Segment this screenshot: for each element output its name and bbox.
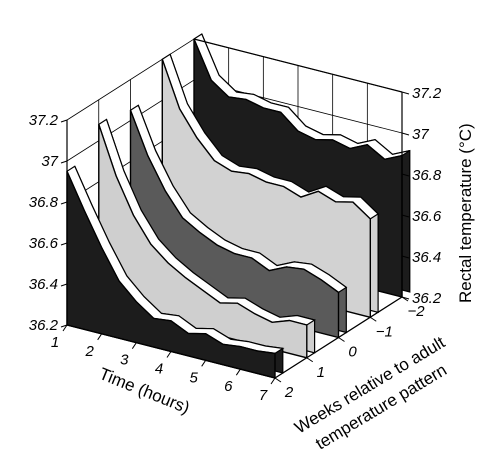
y-tick-label: 2 bbox=[284, 384, 294, 401]
z-tick-label-right: 36.6 bbox=[412, 208, 442, 225]
z-tick-label-left: 36.8 bbox=[29, 194, 59, 211]
ribbon-week-2 bbox=[66, 171, 276, 379]
ribbon-week-1 bbox=[98, 124, 308, 359]
x-tick-label: 3 bbox=[120, 352, 129, 369]
z-tick-label-right: 36.2 bbox=[412, 290, 442, 307]
z-tick-mark-left bbox=[60, 242, 68, 246]
x-tick-label: 4 bbox=[155, 361, 163, 378]
x-axis-title: Time (hours) bbox=[97, 364, 193, 417]
x-tick-mark bbox=[97, 333, 103, 341]
x-tick-label: 5 bbox=[189, 369, 198, 386]
y-tick-label: 1 bbox=[317, 364, 325, 381]
y-tick-mark bbox=[274, 377, 282, 383]
y-tick-mark bbox=[306, 357, 314, 363]
x-tick-mark bbox=[166, 351, 172, 358]
z-tick-label-right: 36.8 bbox=[412, 167, 442, 184]
z-tick-mark-left bbox=[60, 324, 68, 328]
x-tick-label: 6 bbox=[224, 378, 233, 395]
z-axis-title: Rectal temperature (°C) bbox=[456, 123, 475, 303]
ribbons bbox=[66, 33, 411, 379]
z-tick-label-right: 36.4 bbox=[412, 249, 441, 266]
x-tick-mark bbox=[62, 324, 68, 332]
z-tick-label-right: 37.2 bbox=[412, 85, 442, 102]
z-tick-mark-right bbox=[401, 91, 410, 95]
z-tick-label-left: 36.6 bbox=[29, 235, 59, 252]
z-tick-mark-right bbox=[401, 214, 410, 218]
z-tick-mark-left bbox=[60, 119, 68, 123]
z-tick-mark-left bbox=[60, 160, 68, 164]
z-tick-mark-right bbox=[401, 132, 410, 136]
x-tick-label: 7 bbox=[259, 387, 268, 404]
y-tick-mark bbox=[338, 337, 345, 342]
y-tick-label: −1 bbox=[376, 323, 393, 340]
y-tick-label: 0 bbox=[348, 344, 357, 361]
z-tick-mark-left bbox=[60, 201, 68, 205]
x-tick-mark bbox=[131, 342, 137, 349]
z-tick-mark-left bbox=[60, 283, 68, 287]
x-tick-mark bbox=[270, 377, 276, 385]
x-tick-mark bbox=[235, 368, 241, 376]
z-tick-label-left: 36.4 bbox=[29, 276, 58, 293]
z-tick-mark-right bbox=[401, 173, 410, 177]
z-tick-label-left: 37.2 bbox=[29, 112, 59, 129]
y-tick-mark bbox=[401, 296, 409, 302]
z-tick-label-left: 36.2 bbox=[29, 317, 59, 334]
x-tick-label: 1 bbox=[51, 334, 59, 351]
tick-labels: 36.236.436.636.83737.236.236.436.636.837… bbox=[29, 85, 442, 404]
x-tick-label: 2 bbox=[84, 343, 94, 360]
z-tick-label-left: 37 bbox=[41, 153, 58, 170]
axis-line bbox=[193, 38, 403, 93]
y-tick-label: −2 bbox=[407, 303, 425, 320]
y-tick-mark bbox=[369, 316, 377, 322]
z-tick-mark-right bbox=[401, 255, 410, 259]
x-tick-mark bbox=[201, 360, 207, 367]
z-tick-label-right: 37 bbox=[412, 126, 429, 143]
